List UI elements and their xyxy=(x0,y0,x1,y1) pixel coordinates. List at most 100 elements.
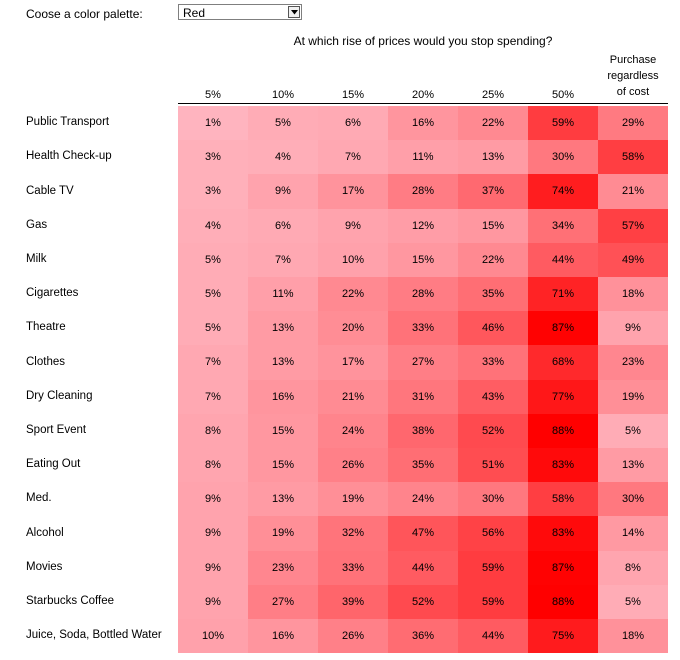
heatmap-cell: 27% xyxy=(248,584,318,619)
heatmap-cell: 5% xyxy=(598,584,668,619)
heatmap-cell: 11% xyxy=(388,140,458,175)
heatmap-cell: 75% xyxy=(528,619,598,654)
row-label: Dry Cleaning xyxy=(26,389,93,402)
heatmap-cell: 18% xyxy=(598,277,668,312)
heatmap-cell: 23% xyxy=(248,550,318,585)
heatmap-cell: 9% xyxy=(248,174,318,209)
row-label: Cable TV xyxy=(26,184,74,197)
heatmap-cell: 35% xyxy=(458,277,528,312)
heatmap-cell: 5% xyxy=(598,413,668,448)
heatmap-cell: 43% xyxy=(458,379,528,414)
heatmap-cell: 49% xyxy=(598,242,668,277)
column-header: 20% xyxy=(411,89,435,101)
heatmap-cell: 29% xyxy=(598,106,668,141)
heatmap-cell: 68% xyxy=(528,345,598,380)
heatmap-cell: 71% xyxy=(528,277,598,312)
heatmap-cell: 7% xyxy=(248,242,318,277)
heatmap-cell: 16% xyxy=(248,619,318,654)
heatmap-cell: 19% xyxy=(598,379,668,414)
heatmap-cell: 16% xyxy=(388,106,458,141)
heatmap-cell: 26% xyxy=(318,448,388,483)
heatmap-cell: 18% xyxy=(598,619,668,654)
row-label: Theatre xyxy=(26,321,66,334)
dropdown-arrow-icon[interactable] xyxy=(288,6,300,18)
heatmap-cell: 5% xyxy=(178,311,248,346)
heatmap-cell: 22% xyxy=(458,242,528,277)
heatmap-cell: 15% xyxy=(248,413,318,448)
heatmap-cell: 59% xyxy=(458,550,528,585)
heatmap-cell: 21% xyxy=(598,174,668,209)
heatmap-cell: 15% xyxy=(388,242,458,277)
heatmap-cell: 3% xyxy=(178,140,248,175)
heatmap-cell: 46% xyxy=(458,311,528,346)
heatmap-cell: 23% xyxy=(598,345,668,380)
chart-title: At which rise of prices would you stop s… xyxy=(293,34,553,48)
heatmap-cell: 57% xyxy=(598,208,668,243)
heatmap-cell: 33% xyxy=(458,345,528,380)
heatmap-cell: 14% xyxy=(598,516,668,551)
heatmap-cell: 7% xyxy=(178,345,248,380)
header-rule xyxy=(178,103,668,104)
palette-label: Coose a color palette: xyxy=(26,7,143,21)
heatmap-cell: 52% xyxy=(388,584,458,619)
heatmap-cell: 9% xyxy=(178,482,248,517)
heatmap-cell: 15% xyxy=(458,208,528,243)
heatmap-cell: 87% xyxy=(528,550,598,585)
row-label: Public Transport xyxy=(26,116,110,129)
heatmap-cell: 17% xyxy=(318,174,388,209)
heatmap-cell: 30% xyxy=(598,482,668,517)
heatmap-cell: 44% xyxy=(388,550,458,585)
heatmap-cell: 47% xyxy=(388,516,458,551)
heatmap-cell: 30% xyxy=(458,482,528,517)
heatmap-cell: 9% xyxy=(318,208,388,243)
heatmap-cell: 83% xyxy=(528,448,598,483)
heatmap-cell: 8% xyxy=(598,550,668,585)
heatmap-cell: 28% xyxy=(388,277,458,312)
heatmap-cell: 27% xyxy=(388,345,458,380)
heatmap-cell: 32% xyxy=(318,516,388,551)
heatmap-cell: 34% xyxy=(528,208,598,243)
row-label: Milk xyxy=(26,252,47,265)
row-label: Starbucks Coffee xyxy=(26,594,115,607)
heatmap-cell: 52% xyxy=(458,413,528,448)
heatmap-cell: 13% xyxy=(458,140,528,175)
row-label: Gas xyxy=(26,218,48,231)
row-label: Sport Event xyxy=(26,423,87,436)
heatmap-cell: 10% xyxy=(318,242,388,277)
heatmap-cell: 17% xyxy=(318,345,388,380)
row-label: Eating Out xyxy=(26,458,81,471)
column-header: 10% xyxy=(271,89,295,101)
heatmap-cell: 3% xyxy=(178,174,248,209)
row-label: Clothes xyxy=(26,355,65,368)
row-label: Health Check-up xyxy=(26,150,112,163)
heatmap-cell: 24% xyxy=(388,482,458,517)
heatmap-cell: 51% xyxy=(458,448,528,483)
heatmap-cell: 28% xyxy=(388,174,458,209)
heatmap-cell: 8% xyxy=(178,413,248,448)
heatmap-cell: 12% xyxy=(388,208,458,243)
heatmap-cell: 87% xyxy=(528,311,598,346)
column-header: Purchase regardless of cost xyxy=(607,54,659,98)
column-header: 50% xyxy=(551,89,575,101)
heatmap-cell: 13% xyxy=(248,311,318,346)
heatmap-cell: 74% xyxy=(528,174,598,209)
heatmap-cell: 44% xyxy=(458,619,528,654)
heatmap-cell: 7% xyxy=(318,140,388,175)
heatmap-cell: 22% xyxy=(318,277,388,312)
heatmap-cell: 44% xyxy=(528,242,598,277)
row-label: Med. xyxy=(26,492,52,505)
heatmap-cell: 30% xyxy=(528,140,598,175)
palette-dropdown[interactable]: Red xyxy=(178,4,302,20)
heatmap-cell: 6% xyxy=(248,208,318,243)
column-header: 15% xyxy=(341,89,365,101)
heatmap-cell: 37% xyxy=(458,174,528,209)
heatmap-cell: 21% xyxy=(318,379,388,414)
heatmap-cell: 5% xyxy=(178,242,248,277)
row-label: Cigarettes xyxy=(26,287,79,300)
row-label: Movies xyxy=(26,560,63,573)
heatmap-cell: 4% xyxy=(178,208,248,243)
heatmap-cell: 36% xyxy=(388,619,458,654)
heatmap-cell: 8% xyxy=(178,448,248,483)
column-header: 25% xyxy=(481,89,505,101)
heatmap-cell: 13% xyxy=(248,345,318,380)
